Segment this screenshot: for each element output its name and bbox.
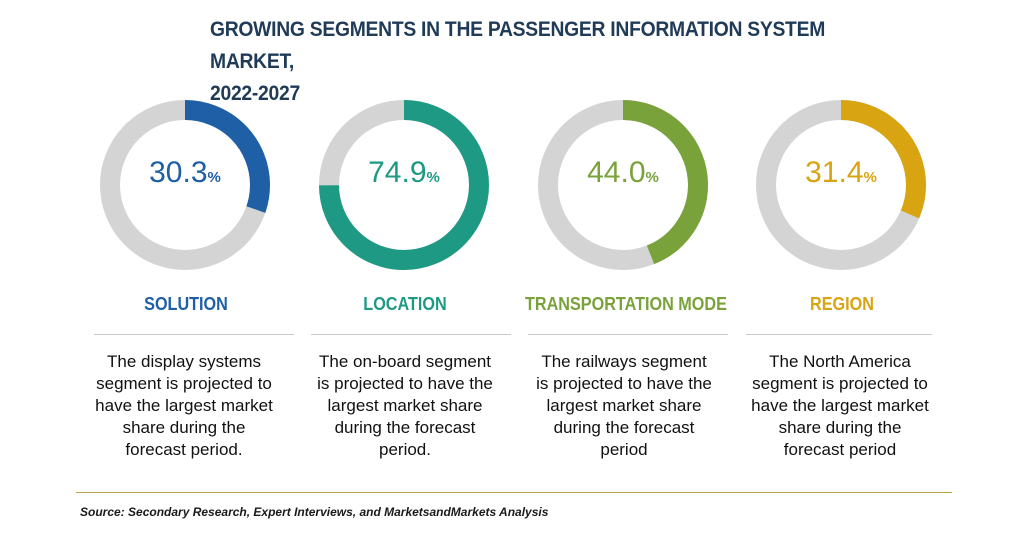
donut-arc: [538, 100, 708, 270]
chart-title-line2: 2022-2027: [210, 82, 300, 105]
percent-value: 44.0: [587, 156, 646, 189]
panel-location: 74.9% LOCATION The on-board segment is p…: [311, 96, 535, 476]
category-label: TRANSPORTATION MODE: [525, 294, 727, 314]
footer-divider: [76, 492, 952, 493]
percent-label: 44.0%: [534, 156, 712, 190]
donut-chart-transportation-mode: [538, 100, 708, 270]
percent-label: 74.9%: [315, 156, 493, 190]
description: The on-board segment is projected to hav…: [317, 352, 493, 459]
panel-region: 31.4% REGION The North America segment i…: [746, 96, 972, 476]
donut-arc: [319, 100, 489, 270]
percent-unit: %: [426, 169, 440, 186]
description: The railways segment is projected to hav…: [536, 352, 712, 459]
percent-unit: %: [863, 169, 877, 186]
percent-value: 31.4: [805, 156, 864, 189]
donut-arc: [756, 100, 926, 270]
panel-solution: 30.3% SOLUTION The display systems segme…: [94, 96, 316, 476]
percent-value: 74.9: [368, 156, 427, 189]
description: The North America segment is projected t…: [751, 352, 929, 459]
divider: [311, 334, 511, 335]
chart-title: GROWING SEGMENTS IN THE PASSENGER INFORM…: [210, 14, 909, 110]
divider: [94, 334, 294, 335]
panel-transportation-mode: 44.0% TRANSPORTATION MODE The railways s…: [525, 96, 754, 476]
divider: [528, 334, 728, 335]
donut-arc: [100, 100, 270, 270]
percent-unit: %: [645, 169, 659, 186]
category-label: SOLUTION: [144, 294, 228, 314]
percent-unit: %: [207, 169, 221, 186]
source-note: Source: Secondary Research, Expert Inter…: [80, 505, 549, 519]
donut-chart-location: [319, 100, 489, 270]
percent-label: 30.3%: [96, 156, 274, 190]
chart-title-line1: GROWING SEGMENTS IN THE PASSENGER INFORM…: [210, 18, 826, 73]
percent-label: 31.4%: [752, 156, 930, 190]
donut-chart-region: [756, 100, 926, 270]
category-label: REGION: [810, 294, 874, 314]
category-label: LOCATION: [363, 294, 447, 314]
description: The display systems segment is projected…: [95, 352, 273, 459]
donut-chart-solution: [100, 100, 270, 270]
divider: [746, 334, 932, 335]
percent-value: 30.3: [149, 156, 208, 189]
